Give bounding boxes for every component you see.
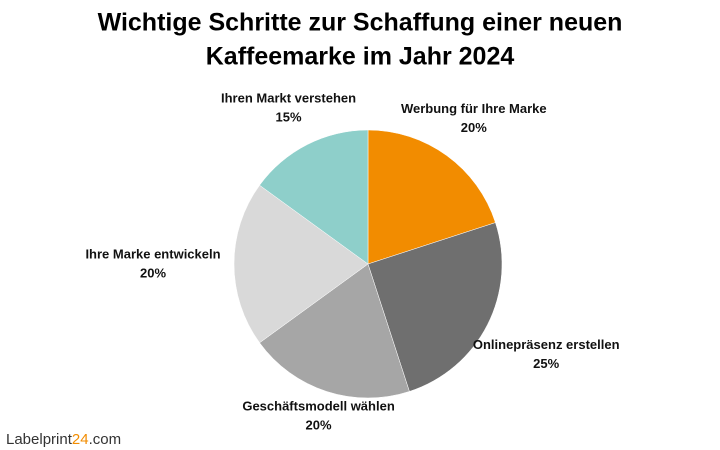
slice-value-label: 20% <box>140 265 166 280</box>
chart-title: Kaffeemarke im Jahr 2024 <box>206 43 515 71</box>
slice-label: Ihre Marke entwickeln <box>85 246 220 261</box>
slice-value-label: 20% <box>461 120 487 135</box>
brand-text: Labelprint <box>6 431 73 448</box>
slice-label: Geschäftsmodell wählen <box>242 399 394 414</box>
pie-slice <box>259 263 410 399</box>
pie-slice <box>233 184 369 344</box>
brand-text: .com <box>89 431 122 448</box>
chart-title: Wichtige Schritte zur Schaffung einer ne… <box>98 9 623 37</box>
slice-label: Werbung für Ihre Marke <box>401 101 547 116</box>
pie-slice <box>367 222 503 392</box>
brand-logo: Labelprint24.com <box>6 431 121 448</box>
pie-slice <box>367 129 496 265</box>
pie-slice <box>259 129 369 265</box>
brand-text: 24 <box>72 431 89 448</box>
slice-value-label: 20% <box>306 418 332 433</box>
slice-label: Onlinepräsenz erstellen <box>473 337 620 352</box>
slice-value-label: 15% <box>276 110 302 125</box>
slice-label: Ihren Markt verstehen <box>221 91 356 106</box>
slice-value-label: 25% <box>533 356 559 371</box>
